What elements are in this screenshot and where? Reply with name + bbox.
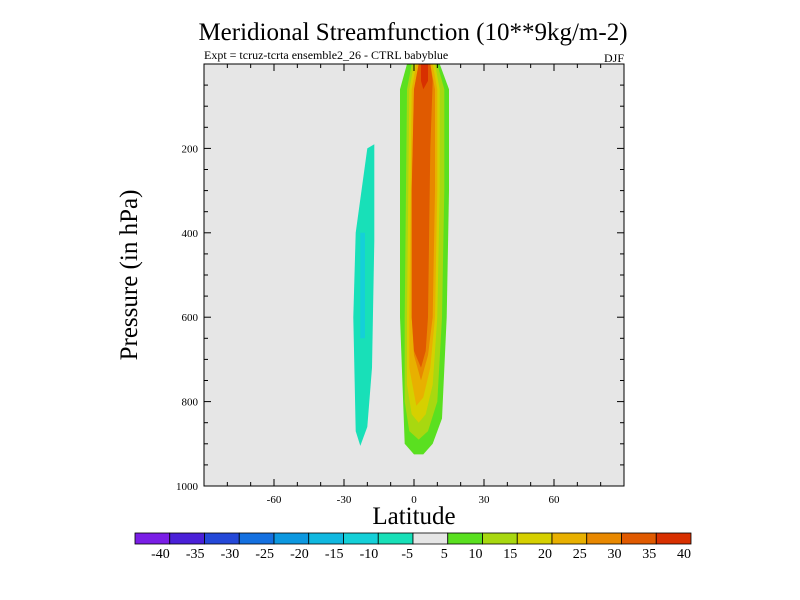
x-axis-title: Latitude [372, 503, 455, 530]
contour-region-10 [411, 64, 433, 368]
colorbar-label: 35 [642, 547, 656, 562]
axis-ticks: -60 -30 0 30 60 200 400 600 800 1000 [176, 64, 624, 506]
colorbar-swatch [343, 532, 379, 545]
colorbar-swatch [238, 532, 275, 545]
colorbar-label: -30 [221, 547, 240, 562]
colorbar-label: 40 [677, 547, 691, 562]
colorbar: -40 -35 -30 -25 -20 -15 -10 -5 5 10 15 20 25 30 35 40 [134, 532, 692, 562]
colorbar-label: -40 [151, 547, 170, 562]
colorbar-swatch [134, 532, 171, 545]
season-label: DJF [604, 51, 624, 65]
colorbar-swatch [204, 532, 240, 545]
x-tick-label: -30 [337, 494, 352, 506]
colorbar-label: -25 [255, 547, 274, 562]
colorbar-swatch [308, 532, 344, 545]
colorbar-label: 5 [441, 547, 448, 562]
x-tick-label: 0 [411, 494, 417, 506]
y-tick-label: 600 [182, 312, 199, 324]
x-tick-label: 30 [479, 494, 491, 506]
colorbar-swatch [482, 532, 518, 545]
plot-area: -60 -30 0 30 60 200 400 600 800 1000 [176, 63, 625, 506]
y-tick-label: 800 [182, 397, 199, 409]
contour-region-4 [360, 232, 365, 339]
colorbar-swatch [377, 532, 414, 545]
colorbar-swatch [516, 532, 553, 545]
x-tick-label: -60 [267, 494, 282, 506]
colorbar-label: -10 [360, 547, 379, 562]
contour-region-1 [381, 64, 391, 145]
y-tick-label: 200 [182, 143, 199, 155]
contour-fills [284, 64, 484, 476]
x-tick-label: 60 [549, 494, 561, 506]
chart-title: Meridional Streamfunction (10**9kg/m-2) [198, 19, 627, 46]
colorbar-label: -35 [186, 547, 205, 562]
colorbar-swatch [655, 532, 692, 545]
contour-region-0 [284, 64, 288, 73]
colorbar-label: 10 [469, 547, 483, 562]
colorbar-label: 15 [503, 547, 517, 562]
colorbar-swatch [586, 532, 622, 545]
colorbar-swatch [273, 532, 310, 545]
colorbar-swatch [169, 532, 205, 545]
colorbar-swatch [621, 532, 657, 545]
colorbar-swatch [447, 532, 483, 545]
chart-subtitle: Expt = tcruz-tcrta ensemble2_26 - CTRL b… [204, 48, 448, 62]
colorbar-label: 25 [573, 547, 587, 562]
colorbar-swatch [412, 532, 449, 545]
colorbar-label: -5 [401, 547, 413, 562]
colorbar-label: 30 [608, 547, 622, 562]
contour-region-11 [421, 64, 428, 90]
y-tick-label: 1000 [176, 481, 199, 493]
colorbar-label: -20 [290, 547, 309, 562]
y-tick-label: 400 [182, 228, 199, 240]
colorbar-label: 20 [538, 547, 552, 562]
colorbar-label: -15 [325, 547, 344, 562]
colorbar-swatch [551, 532, 588, 545]
y-axis-title: Pressure (in hPa) [116, 190, 143, 361]
